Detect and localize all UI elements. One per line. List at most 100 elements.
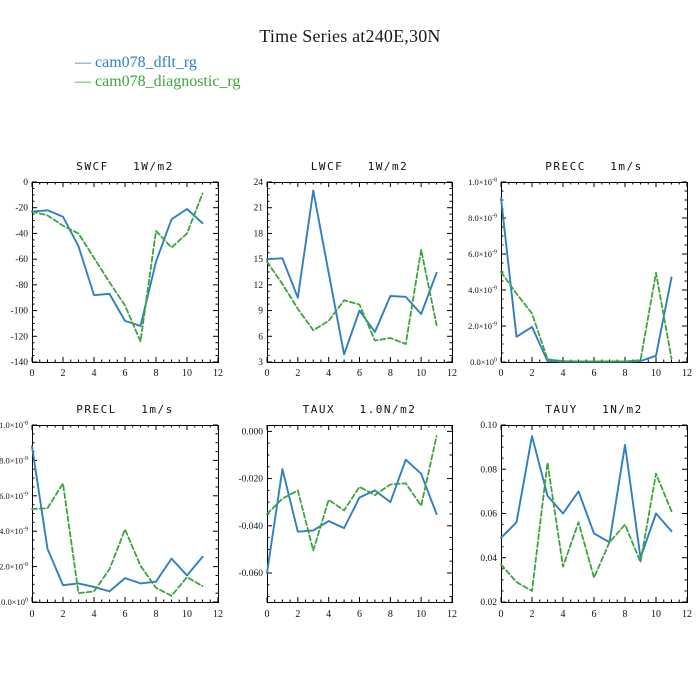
x-tick-label: 4 xyxy=(326,609,331,620)
x-tick-label: 8 xyxy=(623,368,628,379)
x-tick-label: 8 xyxy=(623,609,628,620)
y-tick-label: 4.0×10-9 xyxy=(468,285,497,295)
series-line-cam078_dflt_rg xyxy=(31,445,204,593)
y-tick-label: -40 xyxy=(15,229,28,239)
legend-label-diagnostic: cam078_diagnostic_rg xyxy=(95,73,241,90)
panel-precl: PRECL 1m/s 0 2 4 6 8 10 12 1.0×10-8 8.0×10-9 6.0×1… xyxy=(0,403,223,620)
axis-ticks xyxy=(31,181,219,363)
x-tick-label: 2 xyxy=(295,609,300,620)
x-tick-label: 0 xyxy=(499,609,504,620)
y-tick-label: 6.0×10-9 xyxy=(468,249,497,259)
x-tick-label: 0 xyxy=(30,368,35,379)
y-tick-label: 0.0×100 xyxy=(470,357,497,367)
series-line-cam078_dflt_rg xyxy=(266,458,438,574)
y-tick-labels: 1.0×10-8 8.0×10-9 6.0×10-9 4.0×10-9 2.0×10-9… xyxy=(468,177,497,367)
x-tick-label: 12 xyxy=(447,609,457,620)
x-tick-label: 4 xyxy=(561,609,566,620)
series-line-cam078_diagnostic_rg xyxy=(500,271,673,363)
panel-swcf: SWCF 1W/m2 0 2 4 6 8 10 12 0 -20 -40 -60 -80 -100 -120… xyxy=(11,160,223,379)
series-line-cam078_diagnostic_rg xyxy=(31,482,204,597)
x-tick-labels: 0 2 4 6 8 10 12 xyxy=(30,368,224,379)
x-tick-label: 0 xyxy=(30,609,35,620)
y-tick-label: 6 xyxy=(258,332,263,342)
x-tick-label: 6 xyxy=(123,609,128,620)
y-tick-label: -80 xyxy=(15,281,28,291)
y-tick-labels: 1.0×10-8 8.0×10-9 6.0×10-9 4.0×10-9 2.0×10-9… xyxy=(0,420,28,607)
y-tick-label: 1.0×10-8 xyxy=(468,177,497,187)
x-tick-label: 8 xyxy=(388,368,393,379)
y-tick-labels: 24 21 18 15 12 9 6 3 xyxy=(254,178,264,368)
x-tick-label: 4 xyxy=(92,368,97,379)
y-tick-label: -140 xyxy=(11,358,29,368)
x-tick-labels: 0 2 4 6 8 10 12 xyxy=(265,609,458,620)
y-tick-label: 12 xyxy=(254,281,264,291)
y-tick-labels: 0.10 0.08 0.06 0.04 0.02 xyxy=(480,421,497,608)
x-tick-label: 10 xyxy=(416,609,426,620)
x-tick-label: 12 xyxy=(447,368,457,379)
y-tick-label: 0 xyxy=(23,178,28,188)
x-tick-label: 6 xyxy=(123,368,128,379)
axis-box xyxy=(32,182,219,363)
y-tick-label: 3 xyxy=(258,358,263,368)
panel-tauy: TAUY 1N/m2 0 2 4 6 8 10 12 0.10 0.08 0.06 0.04 0.02 xyxy=(480,403,692,620)
x-tick-labels: 0 2 4 6 8 10 12 xyxy=(265,368,458,379)
panel-title: PRECL 1m/s xyxy=(76,403,173,416)
x-tick-label: 10 xyxy=(182,368,192,379)
axis-ticks xyxy=(266,181,453,363)
y-tick-label: 0.04 xyxy=(480,554,497,564)
y-tick-label: -0.040 xyxy=(238,522,263,532)
x-tick-labels: 0 2 4 6 8 10 12 xyxy=(499,609,693,620)
y-tick-label: -0.060 xyxy=(238,569,263,579)
series-line-cam078_dflt_rg xyxy=(266,189,438,356)
x-tick-label: 10 xyxy=(651,609,661,620)
y-tick-label: 0.08 xyxy=(480,465,497,475)
x-tick-label: 0 xyxy=(499,368,504,379)
y-tick-label: 0.02 xyxy=(480,598,497,608)
series-line-cam078_diagnostic_rg xyxy=(266,248,438,345)
legend-label-dflt: cam078_dflt_rg xyxy=(95,54,197,71)
x-tick-label: 8 xyxy=(154,609,159,620)
panel-precc: PRECC 1m/s 0 2 4 6 8 10 12 1.0×10-8 8.0×10-9 6.0×1… xyxy=(468,160,692,379)
x-tick-labels: 0 2 4 6 8 10 12 xyxy=(499,368,693,379)
x-tick-label: 12 xyxy=(213,609,223,620)
x-tick-label: 6 xyxy=(357,609,362,620)
x-tick-label: 12 xyxy=(213,368,223,379)
y-tick-label: 24 xyxy=(254,178,264,188)
y-tick-label: 15 xyxy=(254,255,264,265)
legend: — cam078_dflt_rg — cam078_diagnostic_rg xyxy=(75,53,240,91)
series-line-cam078_diagnostic_rg xyxy=(31,192,204,343)
axis-ticks xyxy=(266,425,453,602)
x-tick-label: 2 xyxy=(61,368,66,379)
y-tick-label: -100 xyxy=(11,307,29,317)
series1-dash-icon: — xyxy=(75,54,91,71)
x-tick-label: 8 xyxy=(154,368,159,379)
series-line-cam078_diagnostic_rg xyxy=(266,435,438,552)
x-tick-label: 6 xyxy=(357,368,362,379)
y-tick-label: -0.020 xyxy=(238,475,263,485)
series-line-cam078_dflt_rg xyxy=(500,435,673,559)
y-tick-label: 2.0×10-9 xyxy=(0,562,28,572)
series-line-cam078_dflt_rg xyxy=(500,197,673,363)
panel-title: LWCF 1W/m2 xyxy=(311,160,408,173)
legend-item-dflt: — cam078_dflt_rg xyxy=(75,53,240,72)
x-tick-label: 2 xyxy=(61,609,66,620)
panel-title: TAUY 1N/m2 xyxy=(545,403,642,416)
y-tick-labels: 0.000 -0.020 -0.040 -0.060 xyxy=(238,427,263,579)
axis-box xyxy=(32,425,219,603)
axis-ticks xyxy=(500,181,688,363)
x-tick-label: 8 xyxy=(388,609,393,620)
series-line-cam078_dflt_rg xyxy=(31,208,204,327)
y-tick-label: 9 xyxy=(258,307,263,317)
y-tick-labels: 0 -20 -40 -60 -80 -100 -120 -140 xyxy=(11,178,29,368)
page-title: Time Series at240E,30N xyxy=(259,26,441,46)
x-tick-label: 6 xyxy=(592,609,597,620)
y-tick-label: 2.0×10-9 xyxy=(468,321,497,331)
x-tick-label: 4 xyxy=(561,368,566,379)
legend-item-diagnostic: — cam078_diagnostic_rg xyxy=(75,72,240,91)
x-tick-label: 0 xyxy=(265,609,270,620)
y-tick-label: 18 xyxy=(254,229,264,239)
x-tick-label: 0 xyxy=(265,368,270,379)
series-line-cam078_diagnostic_rg xyxy=(500,461,673,592)
